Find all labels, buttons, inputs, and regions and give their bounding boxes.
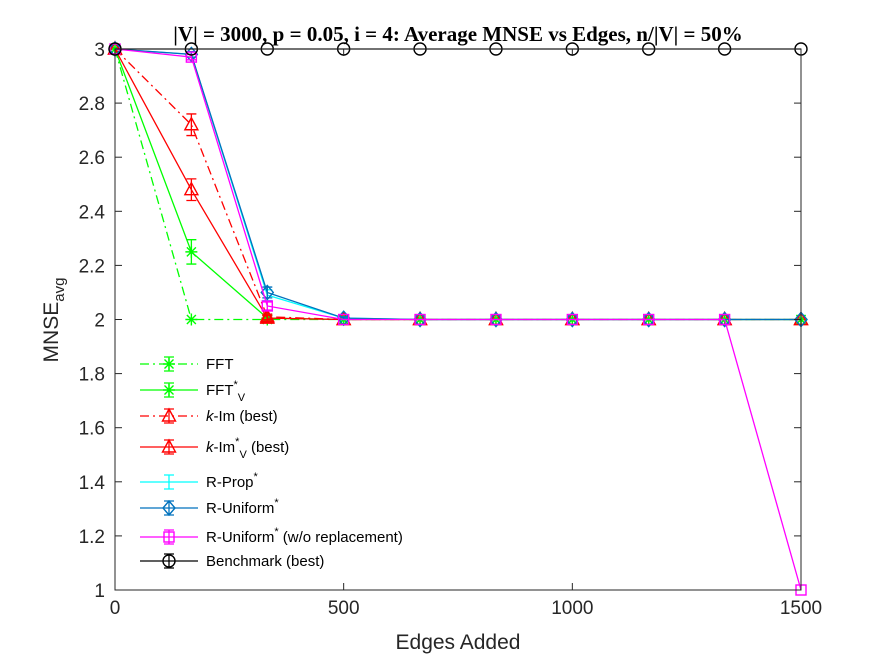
legend-item-3: k-Im*V (best) <box>140 436 289 461</box>
data-point <box>185 313 198 326</box>
legend-label-part: (best) <box>247 439 290 456</box>
data-point <box>183 116 200 131</box>
legend-errorbar <box>164 474 174 490</box>
legend-marker <box>162 554 176 568</box>
legend-label-part: FFT <box>206 356 234 373</box>
y-tick-label: 2.2 <box>79 256 105 277</box>
legend-label-part: * <box>234 379 239 391</box>
x-tick-label: 0 <box>110 598 121 619</box>
x-axis-label: Edges Added <box>396 631 521 654</box>
legend-label-part: R-Uniform <box>206 529 274 546</box>
legend-item-2: k-Im (best) <box>140 407 278 425</box>
y-tick-label: 1 <box>94 581 105 602</box>
y-tick-label: 1.2 <box>79 527 105 548</box>
legend-label-part: Benchmark (best) <box>206 553 324 570</box>
legend-label-part: V <box>239 449 247 461</box>
legend-label-part: (w/o replacement) <box>279 529 403 546</box>
legend-label-part: FFT <box>206 382 234 399</box>
y-tick-label: 3 <box>94 40 105 61</box>
legend-marker <box>163 531 175 543</box>
legend-label: k-Im (best) <box>206 408 278 425</box>
legend-label-part: V <box>238 392 246 404</box>
data-point <box>718 313 731 326</box>
data-point <box>641 311 656 328</box>
legend-label-part: * <box>235 436 240 448</box>
data-point <box>183 181 200 196</box>
y-tick-label: 2 <box>94 311 105 332</box>
data-point <box>414 313 426 326</box>
data-point <box>489 311 503 328</box>
y-tick-label: 2.6 <box>79 148 105 169</box>
legend-marker <box>162 499 176 517</box>
data-point <box>566 313 579 326</box>
data-point <box>717 311 732 328</box>
legend-label-part: -Im (best) <box>214 408 278 425</box>
data-point <box>490 313 502 326</box>
y-axis-label: MNSEavg <box>40 278 68 363</box>
x-tick-label: 500 <box>328 598 360 619</box>
legend-marker <box>163 384 175 396</box>
legend-label-part: * <box>254 471 259 483</box>
y-tick-label: 2.8 <box>79 94 105 115</box>
data-point <box>185 245 198 258</box>
legend-label-part: R-Uniform <box>206 500 274 517</box>
legend-label: k-Im*V (best) <box>206 436 289 461</box>
legend-label: R-Prop* <box>206 471 259 491</box>
legend-label: Benchmark (best) <box>206 553 324 570</box>
legend-item-1: FFT*V <box>140 379 246 404</box>
y-axis-label-main: MNSE <box>40 302 63 363</box>
legend-item-6: R-Uniform* (w/o replacement) <box>140 526 403 546</box>
legend-label: R-Uniform* (w/o replacement) <box>206 526 403 546</box>
legend-label: R-Uniform* <box>206 497 279 517</box>
axes-layer: 0 500 1000 1500 1 1.2 1.4 1.6 1.8 2 2.2 2.4 2.6 2.8 3 M… <box>40 40 822 619</box>
x-tick-label: 1000 <box>551 598 593 619</box>
legend-label-part: -Im <box>214 439 236 456</box>
y-axis-label-sub: avg <box>51 278 68 302</box>
y-tick-label: 1.8 <box>79 365 105 386</box>
legend-marker <box>161 407 177 422</box>
legend-item-5: R-Uniform* <box>140 497 279 517</box>
y-tick-label: 2.4 <box>79 202 106 223</box>
legend-label-part: k <box>206 439 215 456</box>
legend-marker <box>163 358 175 370</box>
legend-item-4: R-Prop* <box>140 471 259 491</box>
series-line <box>114 48 802 591</box>
chart-title: |V| = 3000, p = 0.05, i = 4: Average MNS… <box>173 22 742 46</box>
legend-label: FFT*V <box>206 379 246 404</box>
legend-marker <box>161 438 177 453</box>
data-point <box>261 300 273 312</box>
error-bar <box>262 314 273 322</box>
data-point <box>260 284 275 301</box>
data-point <box>565 311 580 328</box>
legend-label-part: * <box>274 526 279 538</box>
legend-label-part: R-Prop <box>206 474 254 491</box>
data-point <box>185 51 198 63</box>
legend-item-7: Benchmark (best) <box>140 553 324 570</box>
x-tick-label: 1500 <box>780 598 822 619</box>
legend-label-part: * <box>274 497 279 509</box>
legend-label-part: k <box>206 408 215 425</box>
data-point <box>337 313 350 326</box>
legend-errorbar <box>164 553 174 569</box>
y-tick-label: 1.6 <box>79 419 105 440</box>
data-point <box>259 309 275 324</box>
legend-label: FFT <box>206 356 234 373</box>
series-line <box>114 48 801 321</box>
data-point <box>643 313 655 326</box>
error-bar <box>262 301 273 311</box>
y-tick-label: 1.4 <box>79 473 106 494</box>
data-point <box>413 311 427 328</box>
error-bar <box>262 286 273 299</box>
legend-item-0: FFT <box>140 356 234 373</box>
